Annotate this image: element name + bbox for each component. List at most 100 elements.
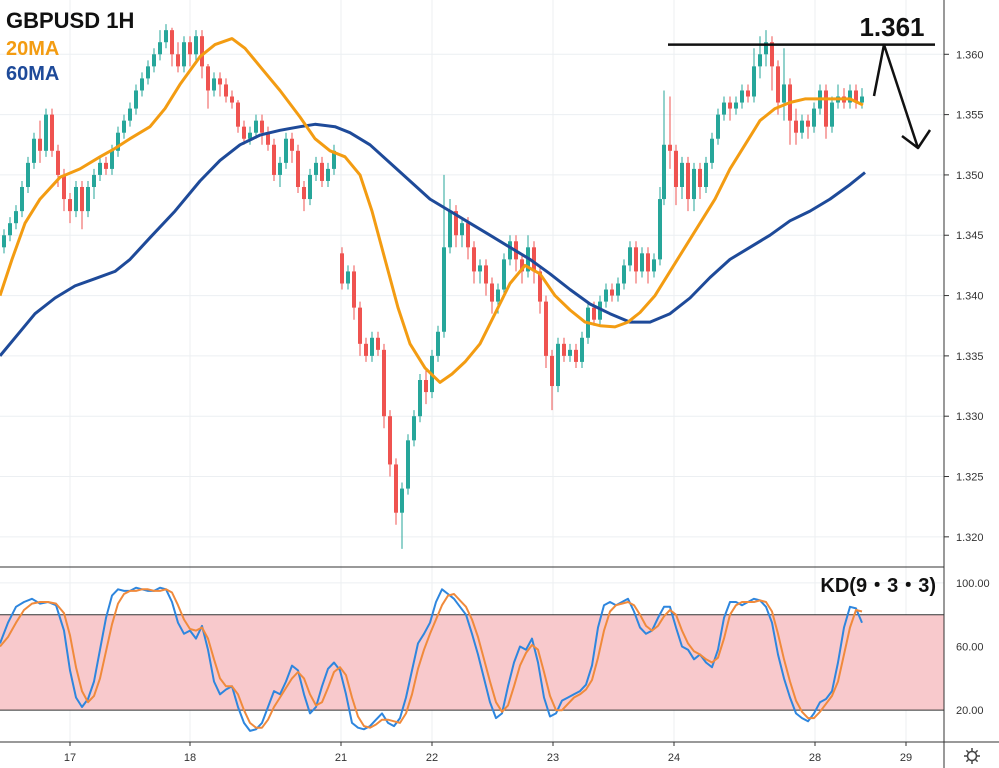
candle-down (806, 114, 810, 139)
candle-up (710, 132, 714, 169)
candle-body (556, 343, 560, 387)
candle-body (538, 271, 542, 302)
candle-body (224, 84, 228, 97)
candle-body (604, 289, 608, 302)
candle-up (278, 156, 282, 187)
candle-up (14, 205, 18, 230)
candle-down (646, 247, 650, 284)
candle-up (764, 30, 768, 67)
candle-down (50, 108, 54, 157)
candle-body (616, 283, 620, 296)
candle-body (722, 102, 726, 115)
candle-body (98, 162, 102, 175)
candle-body (400, 488, 404, 513)
ma20-line (0, 37, 864, 384)
candle-up (848, 84, 852, 109)
candle-up (122, 114, 126, 139)
candle-body (592, 307, 596, 320)
candle-body (574, 349, 578, 362)
candle-up (830, 96, 834, 133)
candle-body (550, 355, 554, 387)
candle-body (448, 211, 452, 248)
candle-body (460, 223, 464, 236)
candle-up (622, 259, 626, 290)
candle-body (140, 78, 144, 91)
candle-body (188, 42, 192, 55)
candle-body (622, 265, 626, 284)
candle-body (266, 132, 270, 145)
price-tick-label: 1.355 (956, 110, 984, 122)
candle-body (544, 301, 548, 356)
candle-body (646, 253, 650, 272)
candle-up (758, 36, 762, 79)
candle-down (562, 337, 566, 362)
candle-body (326, 168, 330, 181)
candle-body (674, 150, 678, 187)
candle-body (740, 90, 744, 103)
candle-up (680, 156, 684, 200)
candle-up (314, 156, 318, 181)
candle-down (610, 283, 614, 302)
candle-down (776, 60, 780, 115)
candle-down (490, 277, 494, 314)
candle-body (686, 162, 690, 200)
candle-down (218, 72, 222, 97)
candle-up (406, 434, 410, 495)
candle-up (442, 174, 446, 338)
candle-up (254, 114, 258, 139)
candle-body (692, 168, 696, 200)
kd-lines (0, 586, 863, 732)
candle-up (26, 156, 30, 194)
legend-20ma: 20MA (6, 38, 59, 60)
candle-down (698, 162, 702, 200)
candle-up (734, 96, 738, 115)
candle-up (74, 180, 78, 218)
ma60-line (0, 122, 866, 357)
candle-body (242, 126, 246, 139)
candle-body (50, 114, 54, 151)
candle-down (320, 156, 324, 187)
candle-body (128, 108, 132, 121)
candle-body (406, 440, 410, 489)
chart-title: GBPUSD 1H (6, 8, 134, 33)
candle-body (158, 42, 162, 55)
candle-down (728, 96, 732, 121)
candle-down (266, 126, 270, 151)
candle-up (248, 126, 252, 145)
candle-down (358, 301, 362, 356)
candle-down (236, 100, 240, 133)
time-tick-label: 18 (184, 752, 196, 764)
candle-body (782, 84, 786, 103)
price-tick-label: 1.360 (956, 49, 984, 61)
candle-body (284, 138, 288, 163)
candle-body (194, 36, 198, 55)
candle-up (508, 235, 512, 266)
candle-body (346, 271, 350, 284)
candle-body (74, 186, 78, 212)
candle-up (284, 132, 288, 169)
candle-body (302, 186, 306, 200)
kd-title: KD(9・3・3) (820, 575, 936, 597)
candle-up (412, 410, 416, 447)
candle-up (32, 132, 36, 169)
candle-body (14, 211, 18, 224)
candle-body (764, 42, 768, 55)
time-tick-label: 29 (900, 752, 912, 764)
down-arrow-annotation (872, 43, 932, 150)
candle-up (502, 253, 506, 296)
candle-body (26, 162, 30, 187)
time-tick-label: 22 (426, 752, 438, 764)
candle-up (418, 373, 422, 423)
candle-up (146, 60, 150, 85)
kd-d-line (0, 588, 863, 729)
candle-down (574, 343, 578, 368)
candle-up (152, 48, 156, 73)
candle-body (812, 108, 816, 127)
candle-up (662, 90, 666, 206)
candle-down (302, 180, 306, 212)
gear-icon[interactable] (964, 748, 980, 764)
resistance-label: 1.361 (859, 12, 924, 42)
candle-down (38, 120, 42, 163)
